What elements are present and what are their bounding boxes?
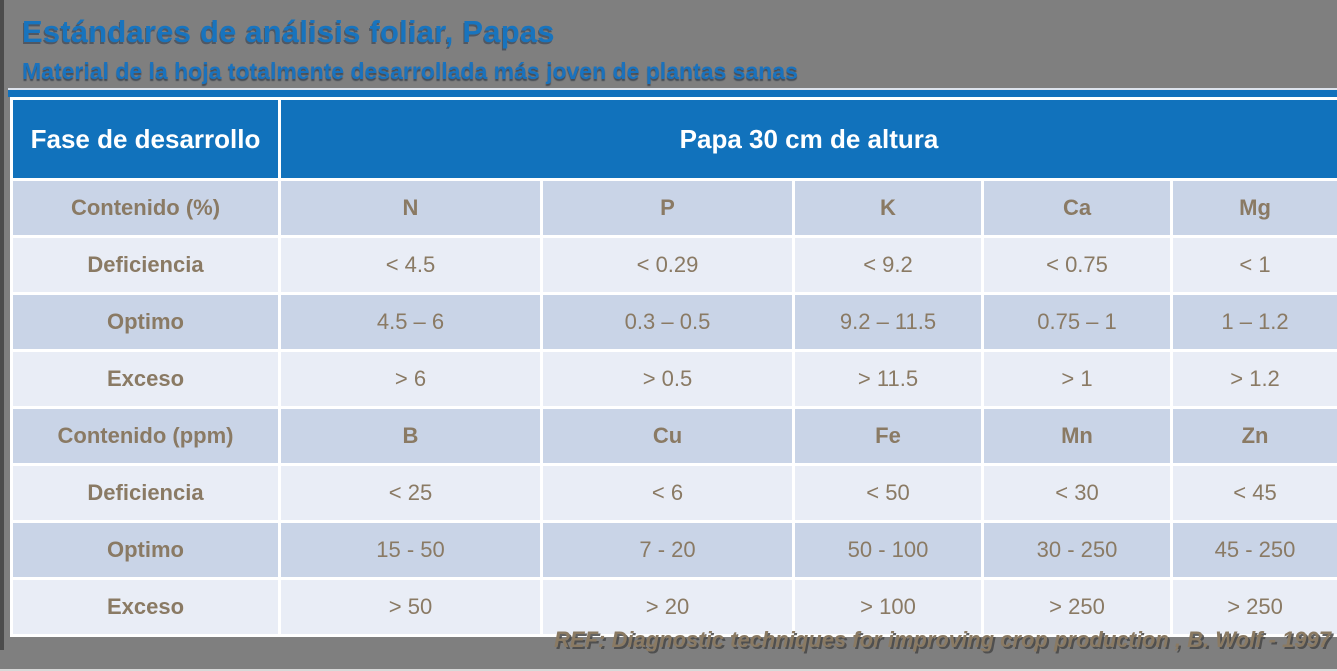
value-cell: > 6 — [278, 349, 543, 409]
value-cell: 0.3 – 0.5 — [540, 292, 795, 352]
value-cell: > 0.5 — [540, 349, 795, 409]
value-cell: < 30 — [981, 463, 1173, 523]
foliar-standards-table: Fase de desarrollo Papa 30 cm de altura … — [10, 97, 1337, 637]
value-cell: 4.5 – 6 — [278, 292, 543, 352]
table-row: Contenido (%) N P K Ca Mg — [10, 178, 1337, 238]
value-cell: > 11.5 — [792, 349, 984, 409]
value-cell: 50 - 100 — [792, 520, 984, 580]
table-header-row: Fase de desarrollo Papa 30 cm de altura — [10, 97, 1337, 181]
row-label-cell: Deficiencia — [10, 463, 281, 523]
table-row: Optimo 4.5 – 6 0.3 – 0.5 9.2 – 11.5 0.75… — [10, 292, 1337, 352]
row-label-cell: Optimo — [10, 292, 281, 352]
value-cell: > 50 — [278, 577, 543, 637]
value-cell: > 250 — [1169, 577, 1337, 637]
value-cell: < 6 — [540, 463, 795, 523]
element-header-cell: Cu — [540, 406, 795, 466]
value-cell: < 9.2 — [792, 235, 984, 295]
value-cell: < 4.5 — [278, 235, 543, 295]
value-cell: 15 - 50 — [278, 520, 543, 580]
reference-text: REF: Diagnostic techniques for improving… — [554, 627, 1331, 652]
value-cell: < 0.29 — [540, 235, 795, 295]
value-cell: > 1.2 — [1169, 349, 1337, 409]
element-header-cell: P — [540, 178, 795, 238]
element-header-cell: Zn — [1169, 406, 1337, 466]
element-header-cell: N — [278, 178, 543, 238]
value-cell: 9.2 – 11.5 — [792, 292, 984, 352]
page-subtitle: Material de la hoja totalmente desarroll… — [22, 58, 798, 84]
row-label-cell: Optimo — [10, 520, 281, 580]
value-cell: < 1 — [1169, 235, 1337, 295]
slide-bottom-border — [0, 669, 1337, 671]
row-label-cell: Exceso — [10, 577, 281, 637]
value-cell: > 1 — [981, 349, 1173, 409]
page-title: Estándares de análisis foliar, Papas — [22, 14, 555, 49]
element-header-cell: B — [278, 406, 543, 466]
value-cell: > 250 — [981, 577, 1173, 637]
element-header-cell: Mn — [981, 406, 1173, 466]
element-header-cell: Ca — [981, 178, 1173, 238]
table-row: Contenido (ppm) B Cu Fe Mn Zn — [10, 406, 1337, 466]
value-cell: < 25 — [278, 463, 543, 523]
unit-label-cell: Contenido (ppm) — [10, 406, 281, 466]
element-header-cell: Mg — [1169, 178, 1337, 238]
span-header-cell: Papa 30 cm de altura — [277, 97, 1337, 181]
value-cell: > 20 — [540, 577, 795, 637]
row-label-cell: Exceso — [10, 349, 281, 409]
element-header-cell: K — [792, 178, 984, 238]
divider-rule — [8, 88, 1337, 97]
slide-left-border — [0, 0, 4, 650]
value-cell: 0.75 – 1 — [981, 292, 1173, 352]
element-header-cell: Fe — [792, 406, 984, 466]
table-row: Exceso > 50 > 20 > 100 > 250 > 250 — [10, 577, 1337, 637]
value-cell: 7 - 20 — [540, 520, 795, 580]
row-label-cell: Deficiencia — [10, 235, 281, 295]
table-row: Deficiencia < 25 < 6 < 50 < 30 < 45 — [10, 463, 1337, 523]
unit-label-cell: Contenido (%) — [10, 178, 281, 238]
table-row: Optimo 15 - 50 7 - 20 50 - 100 30 - 250 … — [10, 520, 1337, 580]
value-cell: 1 – 1.2 — [1169, 292, 1337, 352]
table-row: Deficiencia < 4.5 < 0.29 < 9.2 < 0.75 < … — [10, 235, 1337, 295]
value-cell: < 0.75 — [981, 235, 1173, 295]
value-cell: 30 - 250 — [981, 520, 1173, 580]
value-cell: 45 - 250 — [1169, 520, 1337, 580]
value-cell: < 50 — [792, 463, 984, 523]
corner-header-cell: Fase de desarrollo — [10, 97, 281, 181]
table-row: Exceso > 6 > 0.5 > 11.5 > 1 > 1.2 — [10, 349, 1337, 409]
value-cell: < 45 — [1169, 463, 1337, 523]
value-cell: > 100 — [792, 577, 984, 637]
